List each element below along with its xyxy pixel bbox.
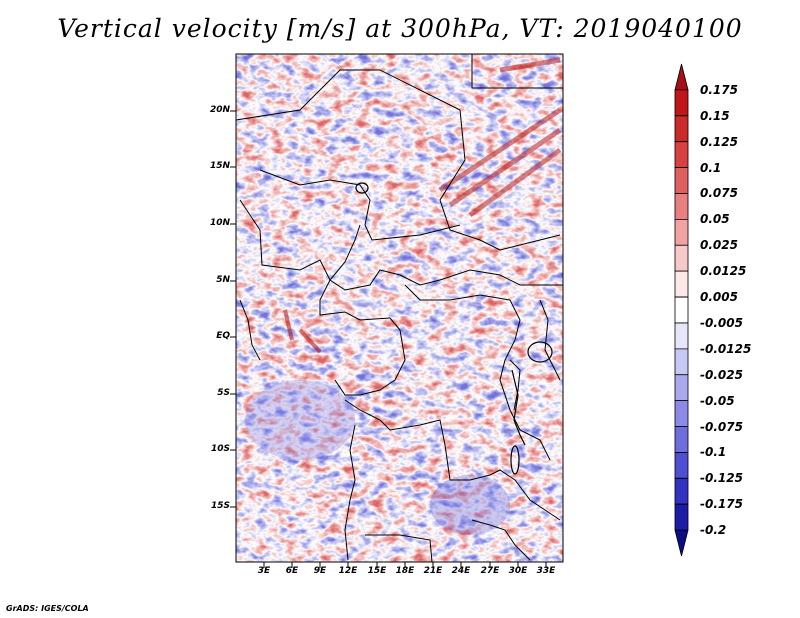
colorbar-segment — [674, 270, 689, 298]
colorbar-label: -0.075 — [700, 419, 743, 434]
lakes — [355, 182, 553, 475]
colorbar-label: 0.05 — [700, 212, 730, 227]
colorbar-segment — [674, 296, 689, 324]
colorbar-label: 0.005 — [700, 290, 738, 305]
colorbar-segment — [674, 63, 689, 91]
lon-label-33e: 33E — [536, 566, 556, 576]
colorbar-label: -0.0125 — [700, 341, 752, 356]
colorbar-label: -0.05 — [700, 393, 735, 408]
colorbar-label: 0.0125 — [700, 264, 747, 279]
lat-label-10n: 10N — [209, 218, 230, 228]
colorbar-label: 0.125 — [700, 134, 738, 149]
colorbar-label: -0.2 — [700, 523, 727, 538]
map-title: Vertical velocity [m/s] at 300hPa, VT: 2… — [57, 14, 743, 43]
lat-label-eq: EQ — [216, 331, 230, 341]
colorbar-segment — [674, 193, 689, 220]
colorbar-segment — [674, 244, 689, 272]
lon-label-9e: 9E — [313, 566, 327, 576]
lat-label-15n: 15N — [209, 161, 230, 171]
colorbar-label: -0.125 — [700, 471, 743, 486]
colorbar-segment — [674, 348, 689, 376]
colorbar-segment — [674, 503, 689, 531]
lat-label-20n: 20N — [209, 105, 230, 115]
colorbar-segment — [674, 477, 689, 505]
map-frame — [235, 53, 564, 563]
colorbar-segment — [674, 89, 689, 117]
lat-label-5n: 5N — [216, 275, 230, 285]
lon-label-30e: 30E — [508, 566, 528, 576]
lon-label-21e: 21E — [423, 566, 443, 576]
colorbar-segment — [674, 529, 689, 557]
lat-label-5s: 5S — [217, 388, 230, 398]
colorbar-label: -0.1 — [700, 445, 727, 460]
colorbar-segment — [674, 374, 689, 402]
colorbar-label: -0.175 — [700, 497, 743, 512]
colorbar-segment — [674, 167, 689, 194]
vertical-velocity-field — [236, 54, 563, 562]
colorbar-label: 0.15 — [700, 108, 730, 123]
country-borders — [236, 54, 563, 562]
colorbar-label: 0.1 — [700, 160, 722, 175]
colorbar-label: -0.005 — [700, 315, 743, 330]
lon-label-18e: 18E — [395, 566, 415, 576]
colorbar-segment — [674, 322, 689, 350]
lat-label-10s: 10S — [210, 444, 230, 454]
colorbar-segment — [674, 426, 689, 453]
lon-label-12e: 12E — [338, 566, 358, 576]
colorbar-label: 0.075 — [700, 186, 738, 201]
grads-credit: GrADS: IGES/COLA — [6, 604, 89, 613]
colorbar-label: -0.025 — [700, 367, 743, 382]
lon-label-3e: 3E — [257, 566, 271, 576]
axis-ticks — [230, 110, 547, 568]
lon-label-27e: 27E — [480, 566, 500, 576]
colorbar-segment — [674, 452, 689, 479]
lat-label-15s: 15S — [210, 501, 230, 511]
colorbar-segment — [674, 218, 689, 246]
colorbar — [674, 63, 689, 557]
lon-label-6e: 6E — [285, 566, 299, 576]
colorbar-segment — [674, 115, 689, 143]
lon-label-15e: 15E — [367, 566, 387, 576]
colorbar-segment — [674, 400, 689, 427]
colorbar-label: 0.175 — [700, 82, 738, 97]
colorbar-segment — [674, 141, 689, 168]
colorbar-label: 0.025 — [700, 238, 738, 253]
lon-label-24e: 24E — [451, 566, 471, 576]
